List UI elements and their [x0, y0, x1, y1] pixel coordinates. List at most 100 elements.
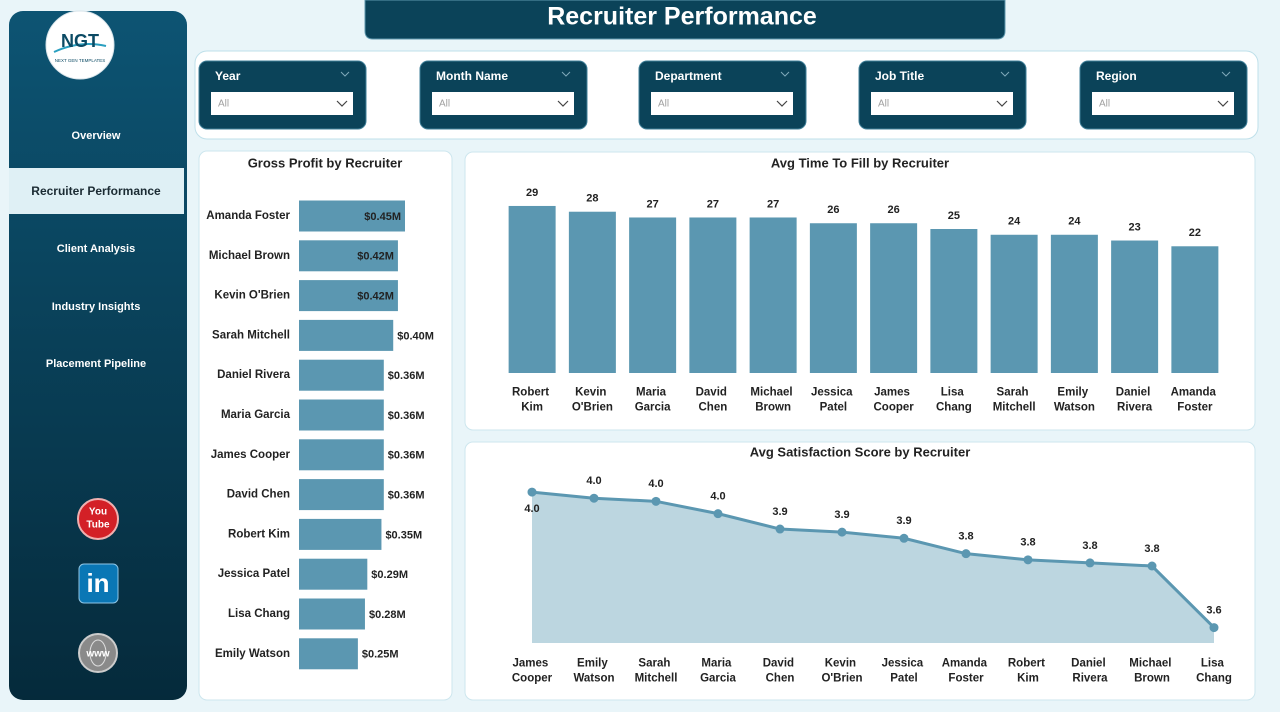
- point: [961, 549, 971, 559]
- bar: [1111, 240, 1159, 373]
- value-label: 22: [1189, 227, 1201, 239]
- bar: [749, 217, 797, 373]
- nav-item[interactable]: Placement Pipeline: [46, 358, 146, 370]
- category-label: Michael Brown: [750, 387, 795, 414]
- bar: [1050, 234, 1098, 373]
- value-label: 3.8: [1082, 540, 1097, 552]
- dropdown-value: All: [878, 99, 889, 110]
- bar: [299, 439, 384, 471]
- dropdown[interactable]: [1092, 92, 1234, 115]
- value-label: 29: [526, 187, 538, 199]
- value-label: 25: [948, 210, 960, 222]
- dropdown-value: All: [439, 99, 450, 110]
- bar: [990, 234, 1038, 373]
- value-label: 3.9: [896, 515, 911, 527]
- dropdown[interactable]: [871, 92, 1013, 115]
- chart-title: Avg Satisfaction Score by Recruiter: [750, 444, 971, 459]
- value-label: 28: [586, 193, 598, 205]
- dropdown[interactable]: [651, 92, 793, 115]
- dropdown-arrow: [1217, 100, 1229, 107]
- value-label: 3.8: [1020, 537, 1035, 549]
- value-label: 3.8: [958, 531, 973, 543]
- dropdown-arrow: [776, 100, 788, 107]
- category-label: Sarah Mitchell: [993, 387, 1036, 414]
- chevron: [1221, 71, 1231, 77]
- value-label: 26: [888, 204, 900, 216]
- category-label: Daniel Rivera: [1116, 387, 1154, 414]
- category-label: Sarah Mitchell: [212, 329, 290, 341]
- value-label: 3.9: [834, 509, 849, 521]
- value-label: $0.35M: [385, 529, 422, 541]
- point: [1147, 561, 1157, 571]
- category-label: James Cooper: [874, 387, 915, 414]
- category-label: Amanda Foster: [206, 210, 290, 222]
- filter-label: Job Title: [875, 69, 924, 83]
- linkedin-icon[interactable]: [78, 563, 119, 604]
- value-label: $0.36M: [388, 490, 425, 502]
- bar: [809, 223, 857, 373]
- bar: [299, 479, 384, 511]
- category-label: James Cooper: [512, 658, 553, 685]
- category-label: Kevin O'Brien: [214, 290, 290, 302]
- point: [899, 533, 909, 543]
- dropdown-arrow: [336, 100, 348, 107]
- value-label: 3.9: [772, 506, 787, 518]
- value-label: $0.29M: [371, 569, 408, 581]
- logo-text: NGT: [61, 31, 99, 51]
- value-label: $0.28M: [369, 609, 406, 621]
- globe-line: [89, 639, 107, 667]
- point: [589, 493, 599, 503]
- bar: [299, 319, 394, 351]
- category-label: Maria Garcia: [635, 387, 671, 414]
- dropdown[interactable]: [211, 92, 353, 115]
- point: [1023, 555, 1033, 565]
- web-icon[interactable]: [78, 633, 118, 673]
- value-label: 27: [647, 198, 659, 210]
- bar: [299, 558, 368, 590]
- nav-item[interactable]: Industry Insights: [52, 301, 141, 313]
- bar: [299, 638, 358, 670]
- point: [713, 509, 723, 519]
- nav-item[interactable]: Client Analysis: [57, 243, 135, 255]
- value-label: 4.0: [648, 478, 663, 490]
- point: [1209, 623, 1219, 633]
- chevron: [561, 71, 571, 77]
- chevron: [340, 71, 350, 77]
- category-label: Emily Watson: [1054, 387, 1095, 414]
- category-label: Emily Watson: [573, 658, 614, 685]
- nav-item[interactable]: Overview: [72, 130, 121, 142]
- category-label: Michael Brown: [1129, 658, 1174, 685]
- value-label: 27: [767, 198, 779, 210]
- dropdown-value: All: [658, 99, 669, 110]
- point: [651, 496, 661, 506]
- bar: [629, 217, 677, 373]
- category-label: Maria Garcia: [700, 658, 736, 685]
- value-label: 23: [1129, 221, 1141, 233]
- nav-item[interactable]: Recruiter Performance: [31, 184, 161, 198]
- category-label: Amanda Foster: [942, 658, 991, 685]
- category-label: Kevin O'Brien: [572, 387, 613, 414]
- value-label: 4.0: [710, 491, 725, 503]
- value-label: $0.40M: [397, 330, 434, 342]
- bar: [689, 217, 737, 373]
- value-label: 24: [1068, 216, 1081, 228]
- value-label: $0.25M: [362, 649, 399, 661]
- bar: [299, 359, 384, 391]
- value-label: 3.8: [1144, 543, 1159, 555]
- area: [532, 492, 1214, 643]
- bar: [299, 280, 398, 312]
- category-label: Amanda Foster: [1171, 387, 1220, 414]
- filter-label: Department: [655, 69, 722, 83]
- dropdown[interactable]: [432, 92, 574, 115]
- category-label: Lisa Chang: [936, 387, 972, 414]
- youtube-icon[interactable]: [77, 498, 119, 540]
- bar: [299, 240, 398, 272]
- bar: [1171, 246, 1219, 373]
- linkedin-text: in: [86, 568, 109, 598]
- value-label: 4.0: [524, 503, 539, 515]
- point: [527, 487, 537, 497]
- category-label: Emily Watson: [215, 648, 290, 660]
- value-label: $0.36M: [388, 410, 425, 422]
